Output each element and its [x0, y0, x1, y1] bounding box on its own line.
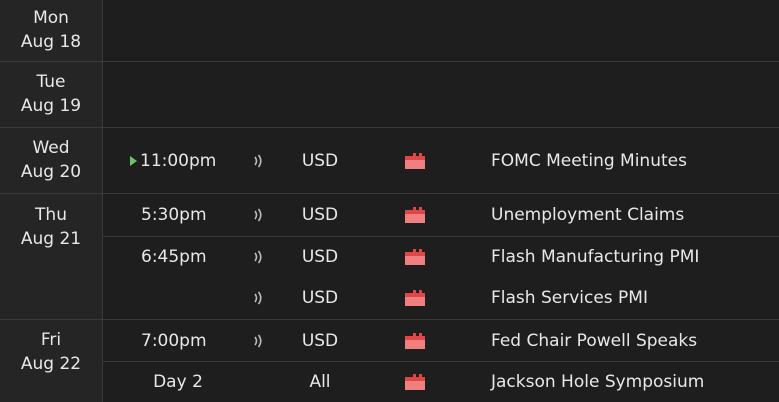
sound-wave-icon[interactable] [250, 333, 266, 349]
day-events [103, 62, 779, 127]
day-date: Aug 18 [20, 32, 82, 52]
event-title[interactable]: Jackson Hole Symposium [491, 372, 705, 392]
event-title[interactable]: FOMC Meeting Minutes [491, 151, 687, 171]
day-date: Aug 20 [20, 162, 82, 182]
event-currency: USD [301, 151, 339, 171]
day-date: Aug 21 [20, 229, 82, 249]
day-date-cell: Thu Aug 21 [0, 194, 103, 319]
day-date-cell: Fri Aug 22 [0, 320, 103, 402]
day-of-week: Wed [32, 138, 70, 158]
event-row[interactable]: 7:00pm USD Fed Chair Powell Speaks [103, 321, 779, 361]
event-row[interactable]: 6:45pm USD Flash Manufacturing PMI [103, 236, 779, 276]
high-impact-folder-icon[interactable] [404, 332, 426, 350]
event-currency: USD [301, 288, 339, 308]
event-row[interactable]: Day 2 All Jackson Hole Symposium [103, 361, 779, 401]
event-row[interactable]: 5:30pm USD Unemployment Claims [103, 195, 779, 235]
day-of-week: Mon [33, 8, 69, 28]
day-date-cell: Tue Aug 19 [0, 62, 103, 127]
day-row-mon: Mon Aug 18 [0, 0, 779, 61]
event-time: Day 2 [153, 372, 203, 392]
sound-wave-icon[interactable] [250, 153, 266, 169]
event-time [140, 278, 250, 318]
day-row-fri: Fri Aug 22 7:00pm USD Fed Chair Powell S… [0, 319, 779, 402]
sound-wave-icon[interactable] [250, 290, 266, 306]
sound-wave-icon[interactable] [250, 249, 266, 265]
high-impact-folder-icon[interactable] [404, 206, 426, 224]
day-date: Aug 22 [20, 354, 82, 374]
event-title[interactable]: Flash Services PMI [491, 288, 648, 308]
event-time: 11:00pm [140, 151, 217, 171]
event-time: 7:00pm [141, 331, 207, 351]
event-row[interactable]: USD Flash Services PMI [103, 278, 779, 318]
high-impact-folder-icon[interactable] [404, 373, 426, 391]
sound-wave-icon[interactable] [250, 207, 266, 223]
high-impact-folder-icon[interactable] [404, 152, 426, 170]
event-currency: USD [301, 247, 339, 267]
high-impact-folder-icon[interactable] [404, 248, 426, 266]
event-title[interactable]: Flash Manufacturing PMI [491, 247, 700, 267]
event-currency: All [309, 372, 331, 392]
day-events: 11:00pm USD FOMC Meeting Minutes [103, 128, 779, 193]
event-title[interactable]: Unemployment Claims [491, 205, 685, 225]
day-of-week: Thu [35, 205, 67, 225]
day-date-cell: Mon Aug 18 [0, 0, 103, 61]
day-of-week: Tue [36, 72, 66, 92]
day-events: 5:30pm USD Unemployment Claims 6:45pm [103, 194, 779, 319]
day-events: 7:00pm USD Fed Chair Powell Speaks Day 2… [103, 320, 779, 402]
day-date: Aug 19 [20, 96, 82, 116]
next-event-marker-icon [130, 156, 137, 166]
day-events [103, 0, 779, 61]
event-time: 6:45pm [141, 247, 207, 267]
day-row-thu: Thu Aug 21 5:30pm USD Unemployment Claim… [0, 193, 779, 319]
event-time: 5:30pm [141, 205, 207, 225]
day-row-wed: Wed Aug 20 11:00pm USD FOMC Meeting Minu… [0, 127, 779, 193]
event-currency: USD [301, 205, 339, 225]
event-title[interactable]: Fed Chair Powell Speaks [491, 331, 698, 351]
event-row[interactable]: 11:00pm USD FOMC Meeting Minutes [103, 141, 779, 181]
high-impact-folder-icon[interactable] [404, 289, 426, 307]
event-currency: USD [301, 331, 339, 351]
day-of-week: Fri [40, 330, 62, 350]
day-date-cell: Wed Aug 20 [0, 128, 103, 193]
day-row-tue: Tue Aug 19 [0, 61, 779, 127]
